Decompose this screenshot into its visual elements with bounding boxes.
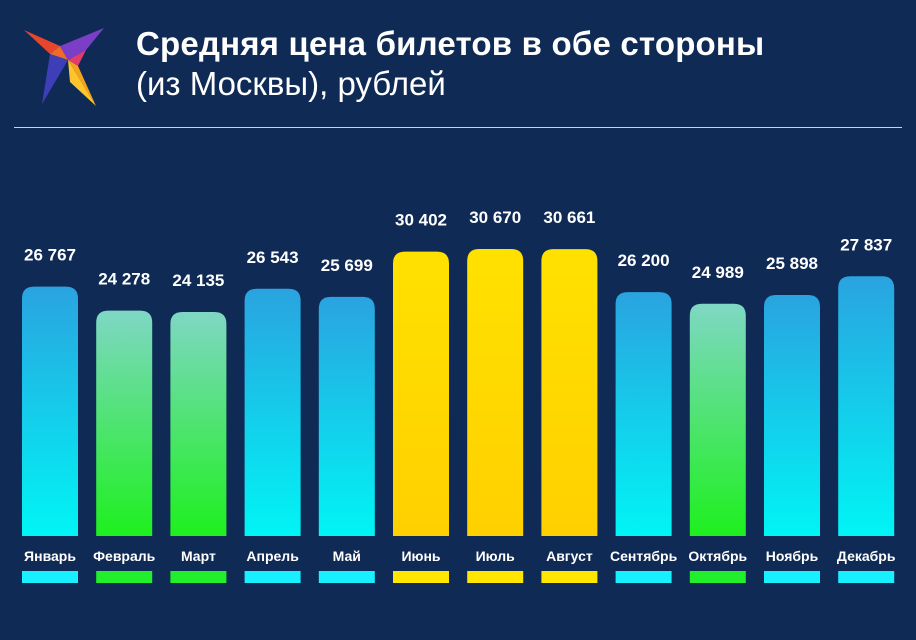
value-label: 25 699 [321, 256, 373, 275]
category-label: Ноябрь [766, 548, 819, 564]
value-label: 26 767 [24, 246, 76, 265]
category-label: Декабрь [837, 548, 896, 564]
category-label: Апрель [246, 548, 299, 564]
color-strip [838, 571, 895, 583]
category-label: Январь [24, 548, 76, 564]
color-strip [96, 571, 153, 583]
bar-5 [318, 296, 375, 536]
bar-2 [96, 310, 153, 536]
title-block: Средняя цена билетов в обе стороны (из М… [136, 24, 764, 104]
value-label: 24 135 [172, 271, 224, 290]
color-strip [615, 571, 672, 583]
chart-title: Средняя цена билетов в обе стороны [136, 25, 765, 62]
category-label: Март [181, 548, 216, 564]
value-label: 27 837 [840, 235, 892, 254]
color-strip [244, 571, 301, 583]
value-label: 30 402 [395, 211, 447, 230]
bar-6 [393, 251, 449, 537]
category-label: Июнь [401, 548, 440, 564]
color-strip [764, 571, 820, 583]
color-strip [170, 571, 227, 583]
category-label: Февраль [93, 548, 156, 564]
category-label: Май [333, 548, 361, 564]
value-label: 30 670 [469, 208, 521, 227]
value-label: 26 200 [618, 251, 670, 270]
category-label: Октябрь [688, 548, 747, 564]
color-strip [467, 571, 524, 583]
value-label: 24 278 [98, 270, 150, 289]
bar-7 [467, 249, 524, 536]
bar-4 [244, 288, 301, 536]
bar-1 [22, 286, 78, 536]
bar-3 [170, 312, 227, 536]
bar-8 [541, 249, 598, 536]
category-label: Сентябрь [610, 548, 678, 564]
color-strip [689, 571, 746, 583]
value-label: 24 989 [692, 263, 744, 282]
value-label: 26 543 [247, 248, 299, 267]
value-label: 30 661 [543, 208, 595, 227]
category-label: Август [546, 548, 593, 564]
chart-subtitle: (из Москвы), рублей [136, 65, 446, 102]
color-strip [22, 571, 78, 583]
bar-12 [838, 276, 895, 536]
header-divider [14, 127, 902, 128]
bar-9 [615, 292, 672, 536]
bird-logo-icon [20, 26, 108, 108]
bar-11 [764, 295, 820, 536]
color-strip [318, 571, 375, 583]
value-label: 25 898 [766, 254, 818, 273]
color-strip [541, 571, 598, 583]
color-strip [393, 571, 449, 583]
category-label: Июль [476, 548, 516, 564]
bar-10 [689, 303, 746, 536]
